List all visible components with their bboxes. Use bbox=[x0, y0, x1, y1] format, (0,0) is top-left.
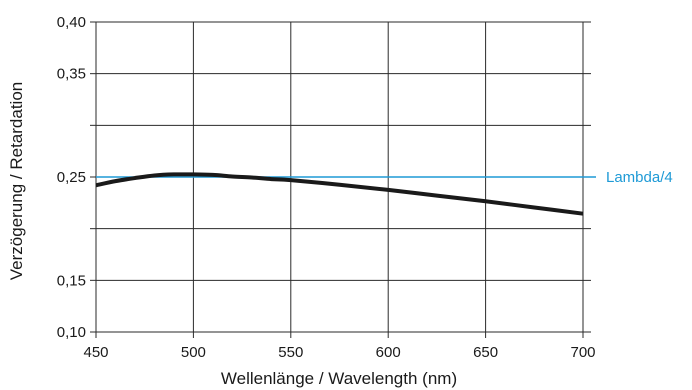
y-axis-label: Verzögerung / Retardation bbox=[7, 82, 26, 280]
reference-line-label: Lambda/4 bbox=[606, 169, 673, 186]
x-tick-label: 600 bbox=[376, 344, 401, 361]
retardation-series-line bbox=[95, 172, 584, 216]
y-tick-label: 0,35 bbox=[57, 66, 86, 83]
y-tick-label: 0,10 bbox=[57, 324, 86, 341]
y-tick-label: 0,40 bbox=[57, 14, 86, 31]
x-tick-label: 550 bbox=[278, 344, 303, 361]
y-tick-label: 0,25 bbox=[57, 169, 86, 186]
x-axis-label: Wellenlänge / Wavelength (nm) bbox=[221, 369, 457, 388]
y-tick-label: 0,15 bbox=[57, 272, 86, 289]
x-tick-label: 700 bbox=[570, 344, 595, 361]
x-tick-label: 450 bbox=[83, 344, 108, 361]
x-tick-label: 500 bbox=[181, 344, 206, 361]
x-tick-label: 650 bbox=[473, 344, 498, 361]
